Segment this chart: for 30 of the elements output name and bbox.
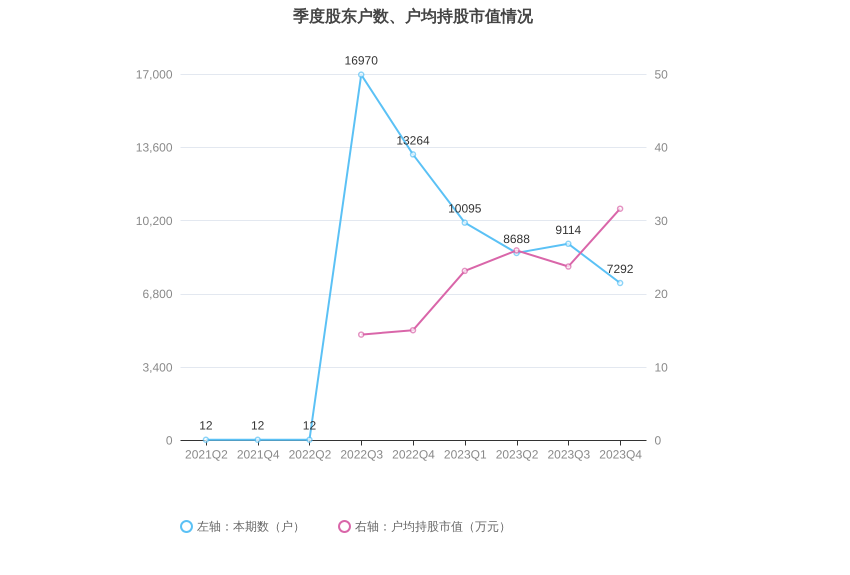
chart-title: 季度股东户数、户均持股市值情况	[292, 6, 534, 26]
y-tick-label: 0	[166, 434, 173, 448]
y2-tick-label: 10	[654, 360, 668, 374]
x-tick-label: 2022Q2	[288, 448, 332, 462]
y2-tick-label: 50	[654, 68, 668, 82]
x-tick-label: 2022Q4	[392, 448, 436, 462]
data-label: 16970	[344, 54, 378, 68]
x-tick-label: 2022Q3	[340, 448, 384, 462]
legend-label: 左轴：本期数（户）	[197, 520, 305, 534]
data-label: 9114	[555, 222, 582, 237]
y2-tick-label: 0	[654, 434, 662, 448]
y2-tick-label: 30	[654, 214, 668, 228]
x-tick-label: 2023Q3	[547, 448, 591, 462]
y-tick-label: 10,200	[136, 214, 173, 228]
x-tick-label: 2023Q1	[444, 448, 487, 462]
y-tick-label: 3,400	[142, 360, 173, 374]
data-label: 12	[250, 418, 265, 433]
x-tick-label: 2021Q4	[236, 448, 280, 462]
legend-label: 右轴：户均持股市值（万元）	[355, 520, 511, 534]
data-label: 7292	[606, 262, 634, 276]
x-tick-label: 2021Q2	[185, 448, 228, 462]
data-label: 12	[199, 418, 213, 433]
y-tick-label: 6,800	[142, 287, 173, 302]
x-tick-label: 2023Q2	[496, 448, 539, 462]
x-tick-label: 2023Q4	[599, 448, 642, 462]
y2-tick-label: 40	[654, 140, 668, 155]
data-label: 8688	[503, 232, 530, 246]
y-tick-label: 17,000	[136, 68, 173, 82]
y-tick-label: 13,600	[136, 140, 173, 155]
y2-tick-label: 20	[654, 287, 668, 302]
